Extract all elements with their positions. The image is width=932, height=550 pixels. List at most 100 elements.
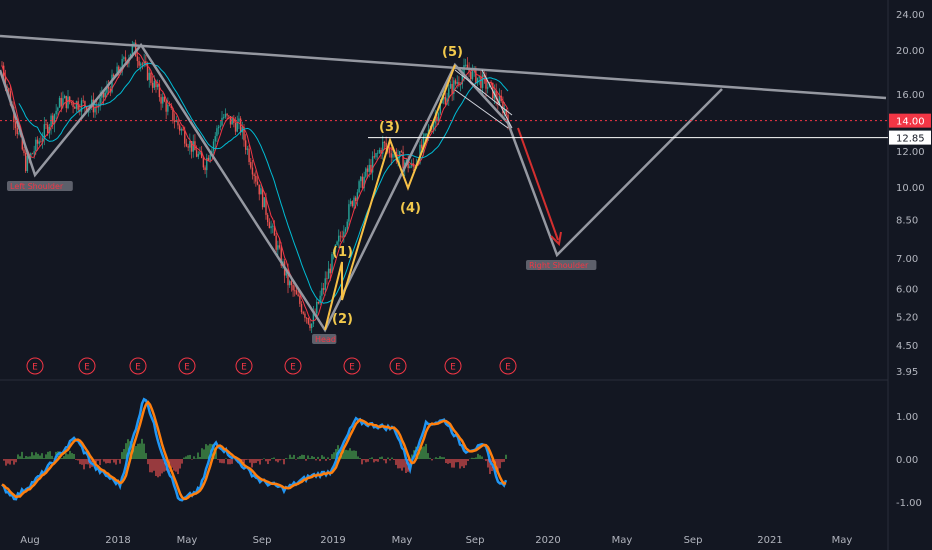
price-tick-label: 5.20 [896,313,918,324]
candle-body [365,168,367,177]
candle-body [263,197,266,208]
forecast-arrow [517,127,559,241]
osc-histogram-bar [247,459,249,460]
time-tick-label: 2018 [105,535,130,546]
osc-histogram-bar [187,455,189,459]
candle-body [45,124,47,126]
candle-body [228,115,230,117]
candle-body [431,131,433,132]
osc-histogram-bar [295,459,297,460]
candle-body [495,90,497,100]
time-tick-label: May [177,535,198,546]
candle-body [260,188,262,195]
candle-body [326,278,328,280]
osc-histogram-bar [481,456,483,459]
candle-body [449,83,452,89]
wave-2-label: (2) [332,312,353,327]
osc-histogram-bar [69,450,71,459]
osc-histogram-bar [255,459,257,463]
osc-histogram-bar [479,455,481,459]
candle-body [409,166,411,169]
osc-histogram-bar [363,459,365,461]
osc-histogram-bar [283,459,285,465]
candle-body [331,254,333,274]
candle-body [290,281,293,286]
osc-histogram-bar [73,453,75,459]
candle-body [468,69,470,72]
osc-histogram-bar [313,456,315,459]
osc-histogram-bar [9,459,11,465]
osc-histogram-bar [185,456,187,459]
candle-body [287,270,289,286]
osc-histogram-bar [33,455,35,459]
osc-histogram-bar [315,459,317,461]
price-tick-label: 20.00 [896,46,925,57]
osc-histogram-bar [267,459,269,465]
osc-histogram-bar [457,459,459,463]
osc-histogram-bar [275,459,277,462]
candle-body [246,148,249,150]
candle-body [67,96,69,109]
osc-histogram-bar [199,456,201,459]
candle-body [319,295,321,304]
candle-body [265,197,267,215]
osc-histogram-bar [61,458,63,459]
osc-histogram-bar [459,459,461,469]
osc-histogram-bar [15,459,17,463]
osc-histogram-bar [201,448,203,459]
candle-body [140,63,142,66]
candle-body [244,140,247,150]
candle-body [43,124,46,139]
candle-body [84,101,86,107]
osc-histogram-bar [253,459,255,464]
osc-histogram-bar [467,459,469,462]
candle-body [302,312,304,314]
candle-body [163,96,166,102]
candle-body [206,157,208,171]
candle-body [312,313,315,324]
osc-histogram-bar [297,457,299,459]
candle-body [222,117,225,119]
osc-histogram-bar [63,456,65,459]
trendline [0,34,887,100]
candle-body [16,128,18,134]
osc-histogram-bar [11,459,13,461]
candle-body [104,92,106,98]
osc-histogram-bar [107,459,109,464]
earnings-marker-label: E [505,363,511,373]
wave-1-label: (1) [332,245,353,260]
osc-histogram-bar [451,459,453,468]
osc-histogram-bar [83,459,85,470]
osc-slow-line [1,400,507,501]
forecast-arrowhead [550,231,562,247]
osc-histogram-bar [317,456,319,459]
osc-histogram-bar [441,457,443,459]
osc-histogram-bar [279,459,281,461]
osc-histogram-bar [95,459,97,466]
candle-body [426,133,428,135]
candle-body [199,151,201,155]
price-tick-label: 3.95 [896,367,918,378]
candle-body [192,141,194,152]
candle-body [155,80,157,88]
earnings-marker [284,357,302,375]
candle-body [277,245,279,250]
candle-body [31,153,34,155]
candle-body [363,176,365,188]
head-shoulders-pattern [0,42,723,333]
osc-histogram-bar [379,457,381,459]
channel-upper [454,69,513,116]
candle-body [434,116,436,124]
candle-body [111,74,113,93]
candle-body [339,235,342,237]
osc-histogram-bar [175,459,177,472]
osc-histogram-bar [127,439,129,459]
time-tick-label: May [612,535,633,546]
osc-histogram-bar [489,459,491,474]
candle-body [458,82,460,85]
wave-3-label: (3) [379,120,400,135]
osc-histogram-bar [383,459,385,461]
candle-body [437,113,440,122]
right-shoulder-label: Right Shoulder [529,261,589,270]
